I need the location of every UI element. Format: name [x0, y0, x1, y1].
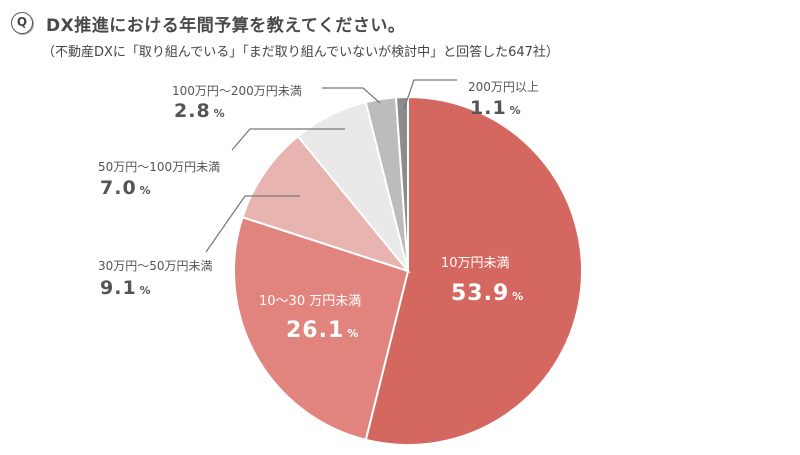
slice-label-over-200man: 200万円以上	[468, 80, 539, 94]
slice-30-50man	[241, 134, 411, 274]
leader-line-50-100man	[231, 128, 345, 151]
slice-10-30man	[233, 215, 410, 442]
slice-value-over-200man: 1.1%	[470, 97, 521, 119]
slice-value-30-50man: 9.1%	[100, 277, 151, 299]
leader-line-over-200man	[403, 79, 457, 110]
slice-value-50-100man: 7.0%	[100, 177, 151, 199]
question-badge: Q	[11, 12, 33, 34]
slice-under-10man	[364, 95, 584, 446]
leader-line-100-200man	[322, 87, 381, 104]
slice-label-30-50man: 30万円〜50万円未満	[98, 259, 213, 273]
slice-label-50-100man: 50万円〜100万円未満	[98, 160, 221, 174]
slice-label-100-200man: 100万円〜200万円未満	[172, 84, 302, 98]
leader-line-30-50man	[205, 195, 300, 253]
chart-title: DX推進における年間予算を教えてください。	[46, 16, 406, 36]
slice-value-10-30man: 26.1%	[286, 318, 359, 343]
slice-label-10-30man: 10〜30 万円未満	[259, 294, 362, 309]
slice-value-100-200man: 2.8%	[174, 100, 225, 122]
slice-label-under-10man: 10万円未満	[441, 256, 510, 271]
slice-value-under-10man: 53.9%	[451, 281, 524, 306]
chart-subtitle: （不動産DXに「取り組んでいる」「まだ取り組んでいないが検討中」と回答した647…	[42, 45, 559, 60]
